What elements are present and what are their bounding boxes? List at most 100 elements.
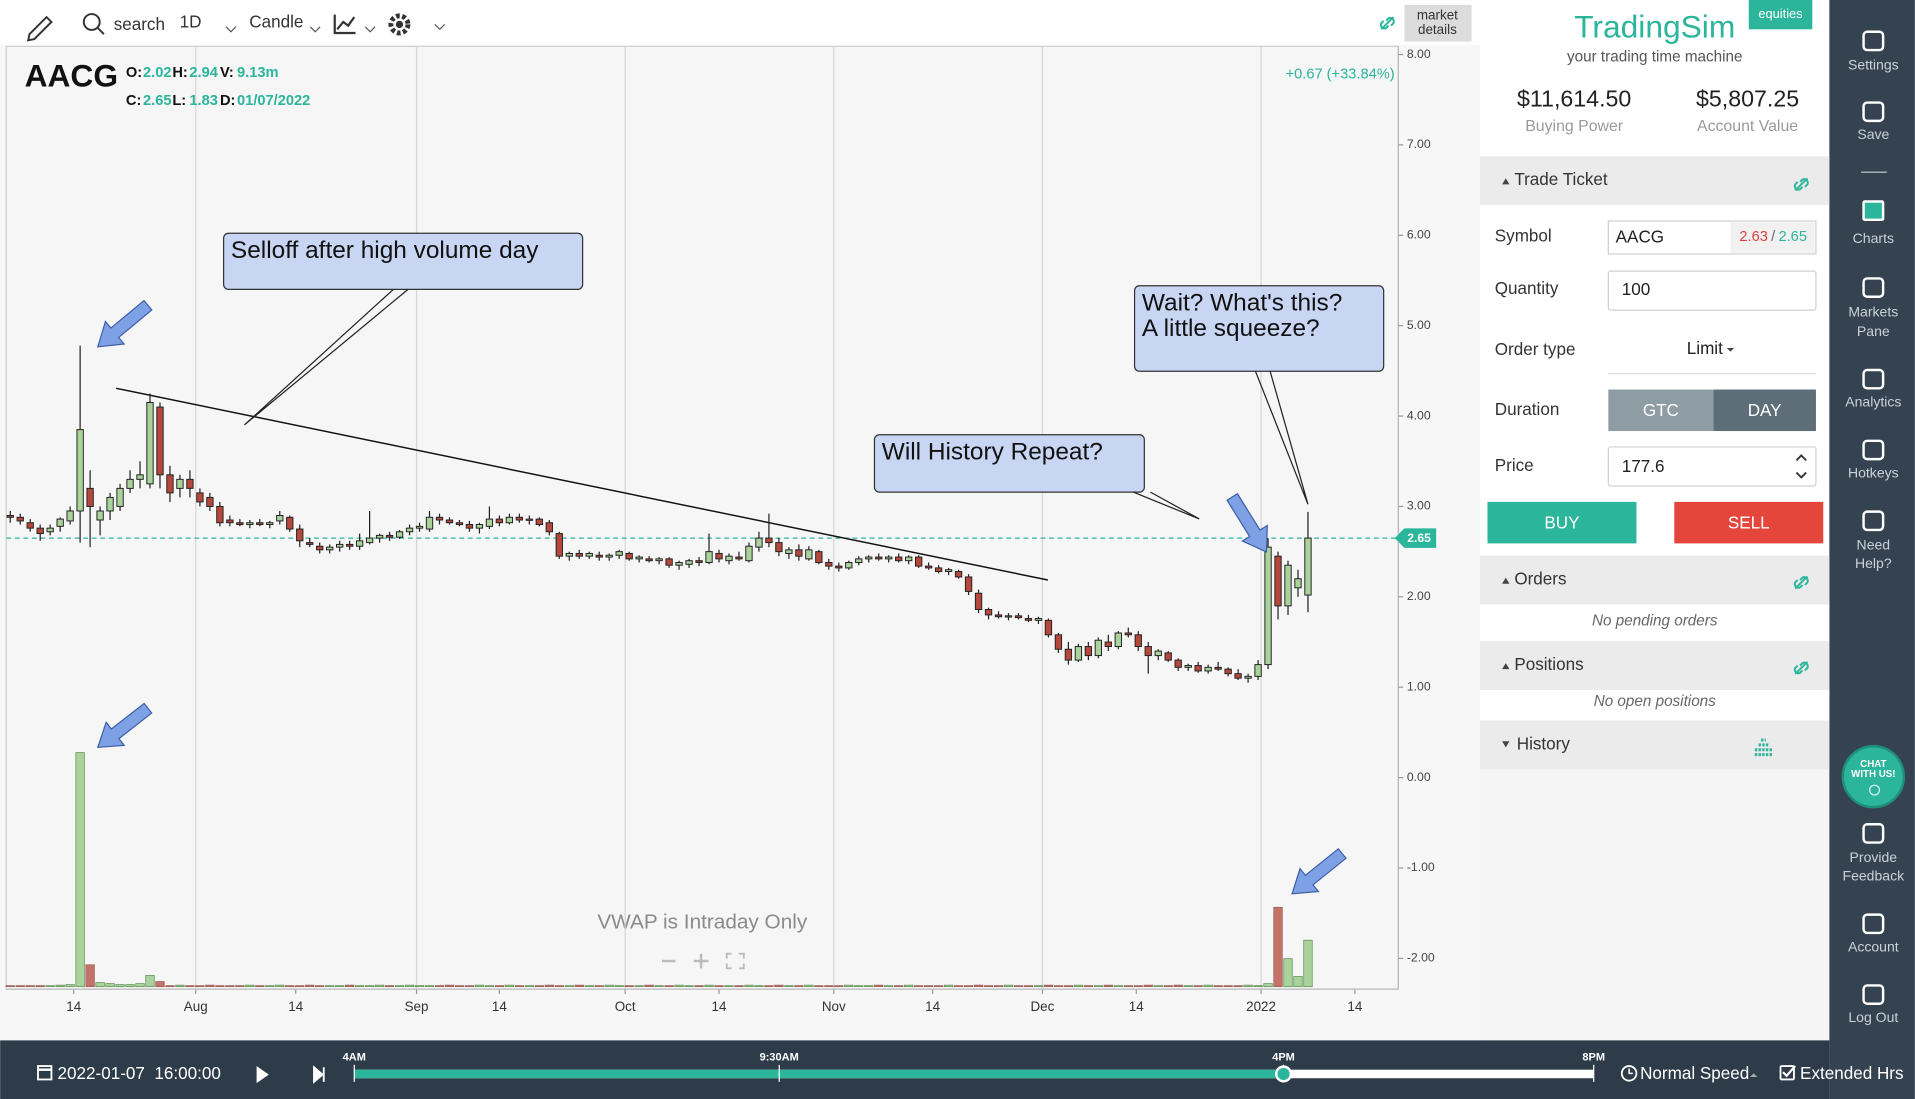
- price-input[interactable]: [1607, 446, 1817, 487]
- x-tick-label: Nov: [822, 999, 846, 1014]
- quantity-input[interactable]: [1607, 270, 1817, 311]
- timeline[interactable]: 4AM 9:30AM 4PM 8PM: [343, 1051, 1605, 1083]
- volume-bar: [175, 984, 185, 988]
- day-button[interactable]: [1713, 389, 1816, 432]
- history-icon[interactable]: [1754, 738, 1772, 757]
- market-details-button[interactable]: [1404, 4, 1472, 42]
- volume-bar: [125, 984, 135, 988]
- zoom-in[interactable]: [693, 953, 709, 969]
- volume-bar: [295, 985, 305, 988]
- nav-label[interactable]: Provide: [1850, 849, 1898, 865]
- nav-label[interactable]: Log Out: [1848, 1009, 1898, 1025]
- nav-label[interactable]: Help?: [1855, 555, 1892, 571]
- candle-body: [1284, 564, 1292, 607]
- ohlc-key: D:: [220, 93, 235, 109]
- spinner[interactable]: [1795, 454, 1807, 479]
- clock-icon: [1620, 1065, 1638, 1082]
- volume-bar: [1113, 985, 1123, 988]
- caret: [1726, 348, 1735, 352]
- volume-bar: [145, 975, 155, 988]
- step-button[interactable]: [313, 1065, 325, 1084]
- extended-hours-toggle[interactable]: Extended Hrs: [1800, 1064, 1903, 1083]
- nav-icon[interactable]: [1862, 200, 1885, 222]
- settings-icon[interactable]: [388, 13, 411, 36]
- chat-button[interactable]: [1841, 744, 1906, 809]
- nav-label[interactable]: Charts: [1853, 230, 1894, 246]
- badge-label: equities: [1758, 6, 1802, 21]
- account-value: $5,807.25: [1696, 85, 1799, 111]
- arrow: [96, 702, 153, 748]
- link-icon[interactable]: [1793, 177, 1809, 192]
- nav-label[interactable]: Feedback: [1843, 867, 1906, 883]
- vwap-note: VWAP is Intraday Only: [597, 911, 808, 934]
- nav-icon[interactable]: [1862, 277, 1885, 298]
- market-details-label: details: [1418, 22, 1457, 37]
- volume-bar: [1213, 985, 1223, 988]
- fullscreen[interactable]: [725, 952, 745, 970]
- symbol-label: Symbol: [1495, 226, 1552, 245]
- speed-select[interactable]: Normal Speed: [1640, 1064, 1749, 1083]
- search-input[interactable]: search: [114, 15, 165, 34]
- nav-icon[interactable]: [1862, 30, 1885, 52]
- candle-body: [865, 556, 873, 560]
- nav-icon[interactable]: [1862, 368, 1885, 390]
- orders-body: [1480, 604, 1830, 642]
- draw-tool[interactable]: [26, 15, 53, 42]
- candle-body: [685, 560, 693, 565]
- timeline-marker: 9:30AM: [760, 1051, 799, 1063]
- buy-label: BUY: [1544, 513, 1580, 532]
- timeline-knob[interactable]: [1274, 1065, 1293, 1083]
- nav-icon[interactable]: [1862, 510, 1885, 532]
- volume-bar: [874, 984, 884, 988]
- nav-icon[interactable]: [1862, 913, 1885, 935]
- volume-bar: [574, 984, 584, 988]
- nav-label[interactable]: Save: [1857, 126, 1889, 142]
- candle-body: [934, 567, 943, 573]
- link-icon[interactable]: [1793, 575, 1809, 590]
- nav-icon[interactable]: [1862, 439, 1885, 461]
- orders-empty: No pending orders: [1592, 613, 1718, 630]
- nav-label[interactable]: Hotkeys: [1848, 464, 1899, 480]
- interval-select[interactable]: 1D: [180, 13, 202, 32]
- indicator-icon[interactable]: [333, 14, 356, 35]
- order-type-select[interactable]: Limit: [1687, 339, 1723, 358]
- positions-header[interactable]: [1480, 641, 1830, 690]
- history-header[interactable]: [1480, 720, 1830, 770]
- volume-bar: [774, 984, 784, 988]
- ticket-header[interactable]: [1480, 156, 1830, 206]
- nav-icon[interactable]: [1862, 101, 1885, 123]
- candle-body: [785, 549, 793, 554]
- positions-title: Positions: [1514, 655, 1583, 674]
- candlestick-chart: 14 Aug 14 Sep 14 Oct 14 Nov 14 Dec 14 2022 14 8.00 7.0…: [5, 46, 1437, 1014]
- nav-label[interactable]: Markets: [1848, 303, 1898, 319]
- nav-label[interactable]: Analytics: [1845, 394, 1901, 410]
- playback-datetime[interactable]: 2022-01-07 16:00:00: [58, 1064, 221, 1083]
- volume-bar: [1283, 958, 1293, 988]
- nav-label[interactable]: Need: [1857, 537, 1891, 553]
- orders-header[interactable]: [1480, 555, 1830, 605]
- volume-bar: [454, 985, 465, 988]
- candle-body: [1054, 634, 1063, 650]
- caret: [309, 26, 321, 33]
- play-button[interactable]: [256, 1066, 269, 1084]
- buy-button[interactable]: [1487, 501, 1637, 544]
- nav-label[interactable]: Account: [1848, 938, 1899, 954]
- gtc-button[interactable]: [1608, 389, 1714, 432]
- gtc-label: GTC: [1643, 401, 1679, 420]
- candle-body: [1164, 652, 1172, 661]
- candle-body: [895, 556, 903, 562]
- volume-bar: [1223, 985, 1233, 988]
- nav-icon[interactable]: [1862, 823, 1885, 844]
- candle-body: [1034, 618, 1043, 621]
- link-icon[interactable]: [1793, 661, 1809, 675]
- price-value: 177.6: [1622, 457, 1665, 476]
- volume-bar: [205, 984, 215, 988]
- sell-button[interactable]: [1674, 501, 1824, 544]
- nav-label[interactable]: Settings: [1848, 57, 1899, 73]
- tagline: your trading time machine: [1567, 48, 1742, 65]
- candle-body: [355, 540, 364, 547]
- nav-icon[interactable]: [1862, 984, 1885, 1005]
- link-icon[interactable]: [1379, 16, 1395, 30]
- style-select[interactable]: Candle: [249, 13, 303, 32]
- nav-label[interactable]: Pane: [1857, 323, 1890, 339]
